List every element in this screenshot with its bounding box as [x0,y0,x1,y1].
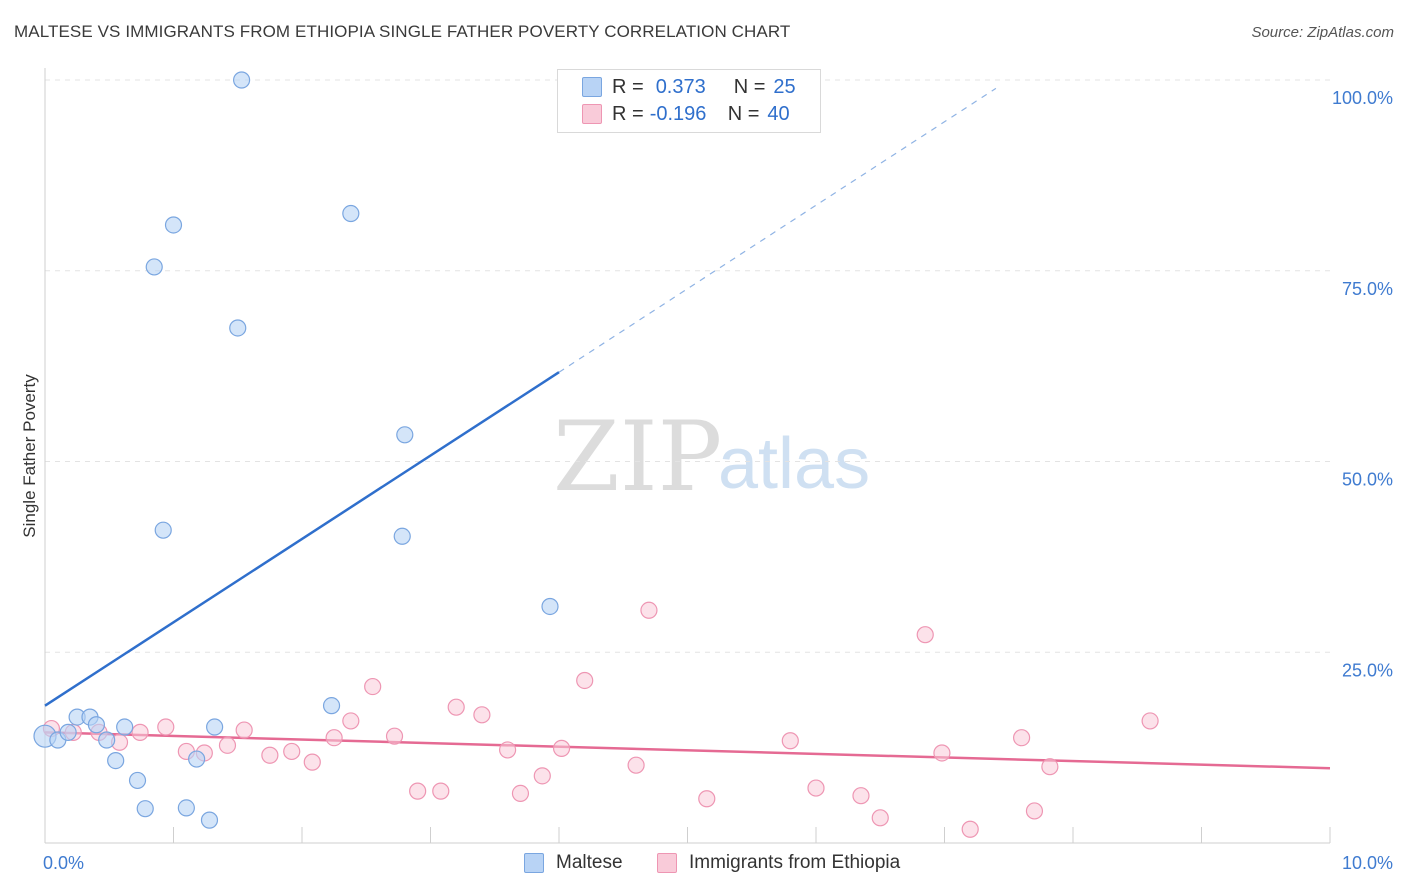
data-point-ethiopia [576,671,594,690]
data-point-ethiopia [781,732,799,750]
data-point-ethiopia [1041,758,1059,776]
legend-row-maltese: R = 0.373 N = 25 [582,75,796,99]
data-point-ethiopia [235,721,253,739]
trend-line-maltese-extension [558,87,997,373]
data-point-ethiopia [511,784,530,803]
data-point-ethiopia [916,626,934,644]
data-point-ethiopia [157,718,175,736]
data-point-ethiopia [385,727,404,745]
watermark-zip: ZIP [553,401,722,513]
data-point-maltese [59,723,77,741]
x-tick-label: 10.0% [1342,853,1393,873]
data-point-ethiopia [1141,712,1159,730]
data-point-ethiopia [499,741,517,759]
gridlines [45,79,1330,653]
data-point-ethiopia [342,712,360,730]
data-point-maltese [107,751,125,770]
y-tick-label: 25.0% [1342,660,1393,680]
points-immigrants-from-ethiopia [42,601,1159,838]
data-point-maltese [177,799,195,817]
series-legend-label: Maltese [556,852,623,873]
legend-r-value: -0.196 [649,102,707,125]
data-point-ethiopia [325,729,343,747]
y-tick-label: 50.0% [1342,470,1393,490]
data-point-ethiopia [432,782,450,800]
data-point-ethiopia [473,706,491,724]
series-legend-ethiopia[interactable]: Immigrants from Ethiopia [657,852,900,874]
series-legend: Maltese Immigrants from Ethiopia [0,852,1406,878]
data-point-maltese [98,731,116,749]
data-point-maltese [342,204,360,223]
data-point-maltese [322,697,341,715]
series-swatch-maltese [524,853,544,873]
data-point-ethiopia [218,736,237,754]
data-point-maltese [128,771,147,790]
data-point-ethiopia [303,753,321,771]
data-point-ethiopia [698,790,716,808]
data-point-maltese [396,426,414,444]
data-point-ethiopia [933,744,951,762]
chart-title: MALTESE VS IMMIGRANTS FROM ETHIOPIA SING… [14,22,791,41]
series-swatch-ethiopia [657,853,677,873]
source-credit: Source: ZipAtlas.com [1251,24,1394,41]
x-tick-label: 0.0% [43,853,84,873]
data-point-ethiopia [852,787,870,805]
trend-line-maltese [44,371,560,707]
trend-line-ethiopia [44,731,1331,770]
data-point-maltese [145,258,163,276]
data-point-maltese [188,750,206,768]
data-point-maltese [206,718,224,736]
trend-lines [44,87,1331,770]
data-point-maltese [393,527,411,545]
data-point-maltese [87,716,106,734]
legend-swatch-ethiopia [582,104,602,124]
data-point-maltese [541,597,559,616]
data-point-maltese [233,71,251,89]
data-point-ethiopia [627,756,645,774]
y-axis-label: Single Father Poverty [20,374,39,538]
data-point-ethiopia [1025,802,1044,820]
x-tick-labels: 0.0% 10.0% [43,853,1393,873]
data-point-ethiopia [533,767,551,785]
correlation-legend: R = 0.373 N = 25 R = -0.196 N = 40 [557,69,821,133]
legend-n-value: 40 [767,102,790,125]
y-tick-labels: 25.0% 50.0% 75.0% 100.0% [1332,88,1393,680]
watermark: ZIP atlas [553,401,870,513]
data-point-ethiopia [807,779,825,797]
points-maltese [33,71,559,829]
legend-r-label: R = [612,75,644,98]
data-point-maltese [154,521,172,539]
data-point-maltese [229,319,247,337]
data-point-ethiopia [409,782,427,800]
data-point-ethiopia [1012,729,1031,747]
legend-n-label: N = [727,102,760,125]
data-point-ethiopia [961,820,979,838]
data-point-ethiopia [364,677,382,696]
series-legend-maltese[interactable]: Maltese [524,852,623,874]
data-point-maltese [136,800,154,818]
legend-r-value: 0.373 [655,75,706,98]
y-tick-label: 75.0% [1342,279,1393,299]
data-point-ethiopia [640,601,658,619]
legend-swatch-maltese [582,77,602,97]
data-point-ethiopia [552,739,571,757]
legend-n-value: 25 [773,75,796,98]
data-point-ethiopia [283,742,301,761]
data-point-ethiopia [261,746,279,764]
data-point-ethiopia [131,723,149,741]
data-point-maltese [200,811,219,829]
legend-n-label: N = [733,75,766,98]
legend-row-ethiopia: R = -0.196 N = 40 [582,102,790,126]
data-point-ethiopia [871,809,889,827]
axes [44,68,1331,844]
legend-r-label: R = [612,102,644,125]
series-legend-label: Immigrants from Ethiopia [689,852,901,873]
data-point-ethiopia [447,698,465,716]
y-tick-label: 100.0% [1332,88,1393,108]
watermark-atlas: atlas [718,424,870,504]
data-point-maltese [116,718,134,736]
data-point-maltese [164,216,183,234]
